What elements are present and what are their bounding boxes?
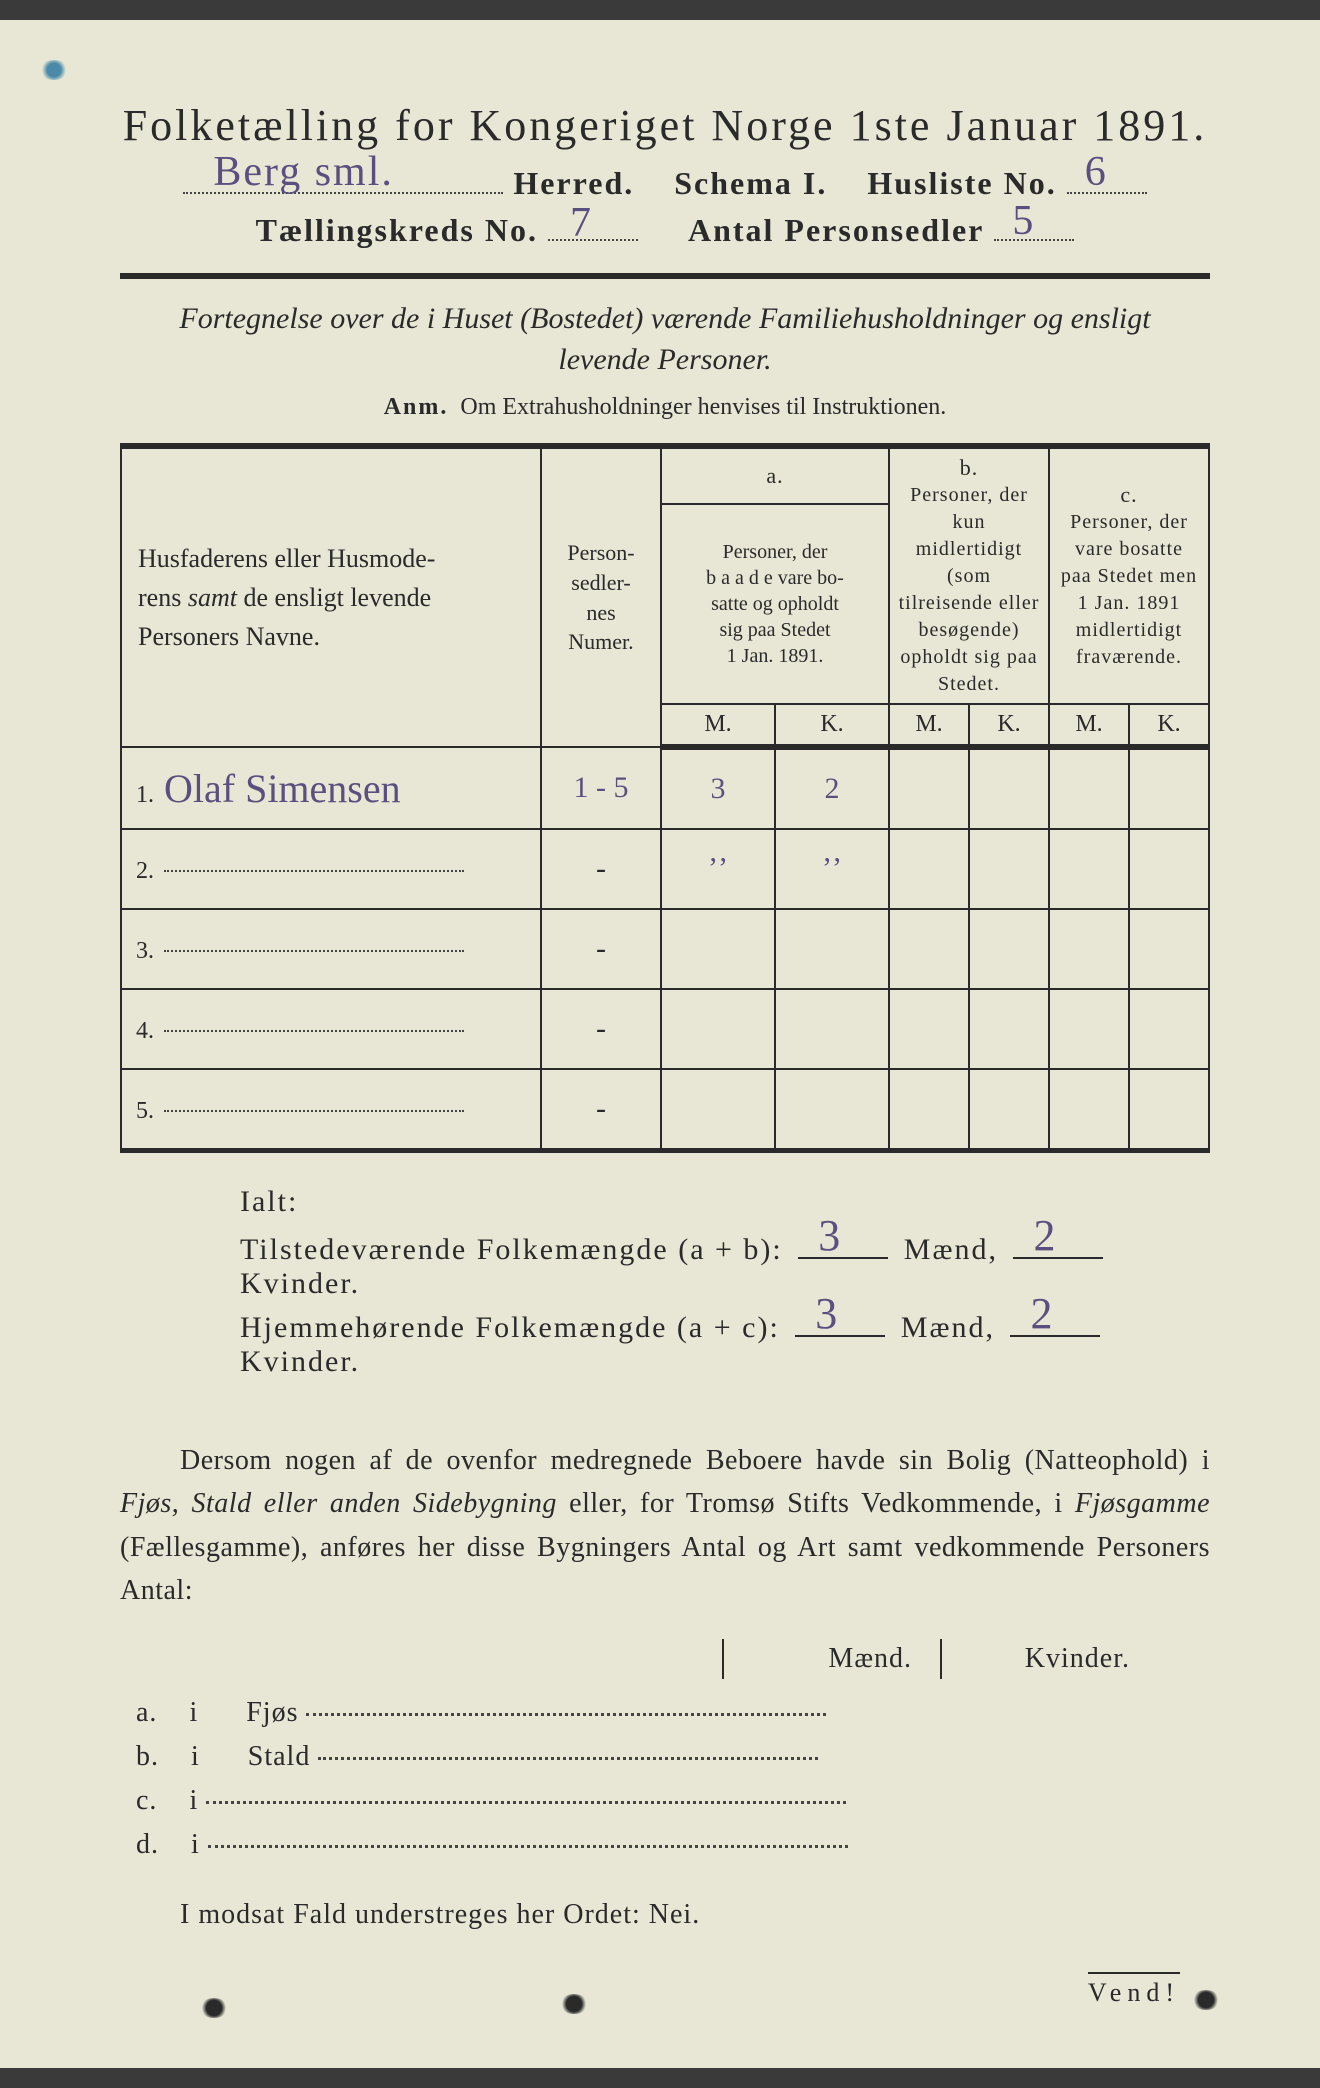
- cell-b_m: [889, 1069, 969, 1151]
- census-form-page: Folketælling for Kongeriget Norge 1ste J…: [0, 20, 1320, 2068]
- cell-b_k: [969, 1069, 1049, 1151]
- table-row: 4.-: [121, 989, 1209, 1069]
- ink-blob-icon: [560, 1994, 588, 2014]
- group-a-cell: [661, 909, 889, 989]
- cell-b_k: [969, 909, 1049, 989]
- sedler-cell: -: [541, 989, 661, 1069]
- ink-blob-icon: [1192, 1990, 1220, 2010]
- ialt-label: Ialt:: [240, 1185, 1210, 1219]
- cell-c_k: [1129, 747, 1209, 829]
- cell-b_k: [969, 829, 1049, 909]
- hjemme-line: Hjemmehørende Folkemængde (a + c): 3 Mæn…: [240, 1311, 1210, 1379]
- cell-c_k: [1129, 989, 1209, 1069]
- handwritten-name: Olaf Simensen: [164, 766, 401, 811]
- mk-a: M. K.: [661, 704, 889, 747]
- mk-c-m: M.: [1049, 704, 1129, 747]
- cell-b_m: [889, 909, 969, 989]
- group-c-header: c. Personer, der vare bosatte paa Stedet…: [1049, 446, 1209, 704]
- table-row: 5.-: [121, 1069, 1209, 1151]
- cell-b_m: [889, 747, 969, 829]
- group-a-tag: a.: [661, 446, 889, 504]
- col-nums-header: Person-sedler-nesNumer.: [541, 446, 661, 747]
- name-cell: 5.: [121, 1069, 541, 1151]
- hjemme-k: 2: [1030, 1288, 1054, 1339]
- group-a-cell: ʼʼʼʼ: [661, 829, 889, 909]
- thick-rule: [120, 273, 1210, 279]
- subtitle-line1: Fortegnelse over de i Huset (Bostedet) v…: [179, 302, 1150, 335]
- schema-label: Schema I.: [674, 165, 827, 201]
- husliste-no: 6: [1085, 148, 1108, 196]
- cell-b_m: [889, 989, 969, 1069]
- cell-c_k: [1129, 829, 1209, 909]
- building-d: d. i: [120, 1829, 1210, 1861]
- cell-b_k: [969, 989, 1049, 1069]
- name-cell: 1.Olaf Simensen: [121, 747, 541, 829]
- subtitle: Fortegnelse over de i Huset (Bostedet) v…: [120, 299, 1210, 380]
- herred-label: Herred.: [513, 165, 634, 201]
- sedler-cell: 1 - 5: [541, 747, 661, 829]
- building-a: a. i Fjøs: [120, 1697, 1210, 1729]
- sedler-cell: -: [541, 1069, 661, 1151]
- husliste-field: 6: [1067, 192, 1147, 194]
- tilstede-m: 3: [818, 1210, 842, 1261]
- nei-line: I modsat Fald understreges her Ordet: Ne…: [120, 1899, 1210, 1931]
- tilstede-k: 2: [1033, 1210, 1057, 1261]
- husliste-label: Husliste No.: [867, 165, 1056, 201]
- herred-handwritten: Berg sml.: [213, 148, 394, 196]
- cell-c_m: [1049, 747, 1129, 829]
- name-cell: 3.: [121, 909, 541, 989]
- group-a-cell: [661, 1069, 889, 1151]
- antal-no: 5: [1012, 197, 1035, 245]
- cell-c_k: [1129, 1069, 1209, 1151]
- header-line-2: Berg sml. Herred. Schema I. Husliste No.…: [120, 165, 1210, 202]
- antal-label: Antal Personsedler: [688, 212, 984, 248]
- group-a-cell: [661, 989, 889, 1069]
- kreds-field: 7: [548, 239, 638, 241]
- cell-c_k: [1129, 909, 1209, 989]
- vend-label: Vend!: [1088, 1972, 1180, 2008]
- mk-b-m: M.: [889, 704, 969, 747]
- cell-b_m: [889, 829, 969, 909]
- cell-c_m: [1049, 989, 1129, 1069]
- hjemme-m: 3: [815, 1288, 839, 1339]
- group-a-header: Personer, derb a a d e vare bo-satte og …: [661, 504, 889, 704]
- table-row: 2.-ʼʼʼʼ: [121, 829, 1209, 909]
- herred-field: Berg sml.: [183, 192, 503, 194]
- cell-c_m: [1049, 829, 1129, 909]
- page-title: Folketælling for Kongeriget Norge 1ste J…: [120, 100, 1210, 151]
- paragraph: Dersom nogen af de ovenfor medregnede Be…: [120, 1439, 1210, 1613]
- name-cell: 2.: [121, 829, 541, 909]
- anm-label: Anm.: [384, 394, 449, 420]
- annotation-line: Anm. Om Extrahusholdninger henvises til …: [120, 394, 1210, 421]
- main-table: Husfaderens eller Husmode-rens samt de e…: [120, 443, 1210, 1153]
- sedler-cell: -: [541, 909, 661, 989]
- cell-c_m: [1049, 1069, 1129, 1151]
- subtitle-line2: levende Personer.: [558, 343, 771, 376]
- group-a-cell: 32: [661, 747, 889, 829]
- mk-sub-header: Mænd. Kvinder.: [120, 1639, 1210, 1679]
- col-names-header: Husfaderens eller Husmode-rens samt de e…: [121, 446, 541, 747]
- anm-text: Om Extrahusholdninger henvises til Instr…: [460, 394, 946, 420]
- kreds-label: Tællingskreds No.: [256, 212, 538, 248]
- cell-b_k: [969, 747, 1049, 829]
- building-c: c. i: [120, 1785, 1210, 1817]
- kreds-no: 7: [570, 199, 593, 247]
- name-cell: 4.: [121, 989, 541, 1069]
- group-b-header: b. Personer, der kun midlertidigt (som t…: [889, 446, 1049, 704]
- ink-blob-icon: [200, 1998, 228, 2018]
- ink-blob-icon: [40, 60, 68, 80]
- table-row: 3.-: [121, 909, 1209, 989]
- table-row: 1.Olaf Simensen1 - 532: [121, 747, 1209, 829]
- mk-c-k: K.: [1129, 704, 1209, 747]
- header-line-3: Tællingskreds No. 7 Antal Personsedler 5: [120, 212, 1210, 249]
- building-lines: a. i Fjøs b. i Stald c. i d. i: [120, 1697, 1210, 1861]
- antal-field: 5: [994, 239, 1074, 241]
- mk-b-k: K.: [969, 704, 1049, 747]
- building-b: b. i Stald: [120, 1741, 1210, 1773]
- tilstede-line: Tilstedeværende Folkemængde (a + b): 3 M…: [240, 1233, 1210, 1301]
- cell-c_m: [1049, 909, 1129, 989]
- totals-block: Ialt: Tilstedeværende Folkemængde (a + b…: [120, 1185, 1210, 1379]
- sedler-cell: -: [541, 829, 661, 909]
